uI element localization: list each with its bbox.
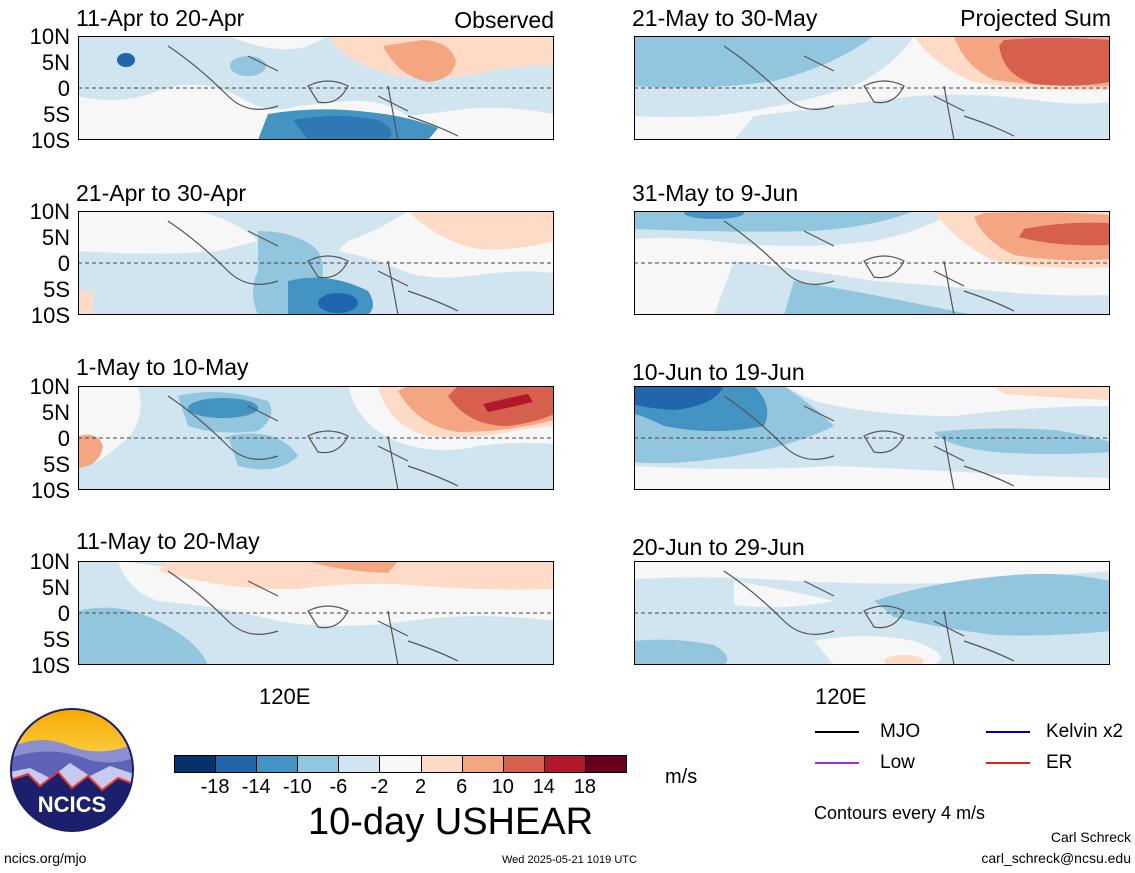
colorbar-swatch	[215, 755, 258, 773]
lat-tick: 5N	[41, 50, 70, 75]
units-label: m/s	[665, 766, 698, 788]
panel-title-3: 1-May to 10-May	[76, 354, 249, 380]
panel-title-1: 11-Apr to 20-Apr	[76, 5, 245, 31]
lat-tick: 0	[57, 426, 70, 451]
colorbar-swatch	[420, 755, 463, 773]
panel-title-5: 21-May to 30-May	[632, 5, 818, 31]
logo-text: NCICS	[38, 792, 106, 817]
map-panel-4	[78, 561, 554, 665]
colorbar-swatch	[256, 755, 299, 773]
lat-tick: 10N	[29, 549, 70, 574]
lat-tick: 10S	[30, 478, 70, 503]
lat-tick: 10S	[30, 653, 70, 678]
panel-frame	[78, 386, 554, 490]
colorbar-tick-label: -2	[370, 776, 389, 798]
map-panel-7	[634, 386, 1110, 490]
lat-tick: 10N	[29, 199, 70, 224]
panel-title-2: 21-Apr to 30-Apr	[76, 180, 247, 206]
panel-frame	[634, 211, 1110, 315]
colorbar-swatch	[502, 755, 545, 773]
lat-tick: 5S	[43, 452, 70, 477]
legend-label-low: Low	[880, 752, 915, 773]
colorbar-swatch	[338, 755, 381, 773]
author-email[interactable]: carl_schreck@ncsu.edu	[981, 850, 1131, 866]
colorbar-tick-label: -14	[241, 776, 271, 798]
panel-frame	[634, 36, 1110, 140]
panel-title-4: 11-May to 20-May	[76, 528, 260, 554]
author-name: Carl Schreck	[1050, 829, 1131, 845]
colorbar-swatch	[584, 755, 627, 773]
panel-frame	[634, 386, 1110, 490]
panel-frame	[634, 561, 1110, 665]
lat-tick: 0	[57, 251, 70, 276]
colorbar-tick-label: -6	[329, 776, 348, 798]
legend-line-mjo	[815, 731, 859, 733]
colorbar-swatch	[543, 755, 586, 773]
lat-tick: 10N	[29, 374, 70, 399]
ncics-logo: NCICS	[10, 708, 134, 832]
legend-label-kelvin: Kelvin x2	[1046, 721, 1124, 742]
map-panel-1	[78, 36, 554, 140]
main-title: 10-day USHEAR	[308, 801, 594, 843]
colorbar-tick-label: 14	[532, 776, 555, 798]
footer-timestamp: Wed 2025-05-21 1019 UTC	[502, 854, 637, 866]
colorbar-tick-label: 10	[491, 776, 514, 798]
legend-line-kelvin	[986, 731, 1030, 733]
panel-frame	[78, 561, 554, 665]
colorbar-tick-label: -18	[200, 776, 230, 798]
lat-tick: 5S	[43, 102, 70, 127]
colorbar-swatch	[297, 755, 340, 773]
map-panel-2	[78, 211, 554, 315]
lat-tick: 0	[57, 76, 70, 101]
panel-frame	[78, 211, 554, 315]
lat-tick: 5S	[43, 627, 70, 652]
lat-tick: 10S	[30, 303, 70, 328]
contour-note: Contours every 4 m/s	[814, 803, 986, 823]
footer-url[interactable]: ncics.org/mjo	[4, 850, 87, 866]
legend-line-low	[815, 762, 859, 764]
panel-title-6: 31-May to 9-Jun	[632, 180, 799, 206]
projected-label: Projected Sum	[960, 5, 1111, 31]
lat-tick: 5N	[41, 575, 70, 600]
lat-tick: 5N	[41, 225, 70, 250]
map-panel-6	[634, 211, 1110, 315]
colorbar-swatch	[174, 755, 217, 773]
colorbar-swatch	[379, 755, 422, 773]
map-panel-3	[78, 386, 554, 490]
observed-label: Observed	[454, 7, 554, 33]
colorbar-swatch	[461, 755, 504, 773]
lon-label-right: 120E	[815, 684, 867, 709]
legend-label-er: ER	[1046, 752, 1073, 773]
map-panel-8	[634, 561, 1110, 665]
colorbar-tick-label: -10	[282, 776, 312, 798]
colorbar-tick-label: 6	[456, 776, 468, 798]
lat-tick: 10N	[29, 24, 70, 49]
colorbar	[174, 755, 627, 773]
panel-frame	[78, 36, 554, 140]
legend-label-mjo: MJO	[880, 721, 921, 742]
legend-line-er	[986, 762, 1030, 764]
lat-tick: 0	[57, 601, 70, 626]
panel-title-8: 20-Jun to 29-Jun	[632, 534, 805, 560]
panel-title-7: 10-Jun to 19-Jun	[632, 359, 805, 385]
map-panel-5	[634, 36, 1110, 140]
colorbar-tick-label: 2	[414, 776, 427, 798]
colorbar-tick-label: 18	[573, 776, 597, 798]
lat-tick: 5N	[41, 400, 70, 425]
lat-tick: 5S	[43, 277, 70, 302]
lon-label-left: 120E	[259, 684, 311, 709]
lat-tick: 10S	[30, 128, 70, 153]
